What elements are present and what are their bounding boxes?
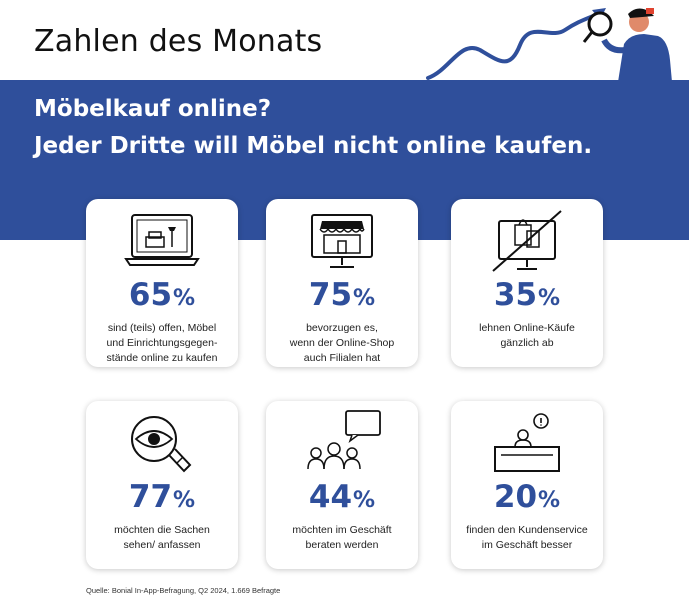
stat-description: möchten die Sachen sehen/ anfassen <box>114 524 210 551</box>
stat-card-customer-service: 20% finden den Kundenservice im Geschäft … <box>451 401 603 569</box>
page-title: Zahlen des Monats <box>34 24 323 59</box>
stat-description: finden den Kundenservice im Geschäft bess… <box>466 524 588 551</box>
stat-card-see-touch: 77% möchten die Sachen sehen/ anfassen <box>86 401 238 569</box>
headline-line-1: Möbelkauf online? <box>34 96 272 122</box>
eye-magnifier-icon <box>131 416 192 473</box>
stat-description: sind (teils) offen, Möbel und Einrichtung… <box>106 322 218 364</box>
consultation-group-icon <box>307 410 381 470</box>
growth-person-illustration-icon <box>426 8 672 82</box>
stat-card-reject-online: 35% lehnen Online-Käufe gänzlich ab <box>451 199 603 367</box>
online-shop-monitor-icon <box>311 214 373 268</box>
stat-card-shop-with-stores: 75% bevorzugen es, wenn der Online-Shop au… <box>266 199 418 367</box>
laptop-furniture-icon <box>124 214 200 266</box>
service-desk-icon <box>494 413 560 472</box>
source-note: Quelle: Bonial In-App-Befragung, Q2 2024… <box>86 586 281 595</box>
stat-value: 44% <box>308 479 376 515</box>
stat-value: 20% <box>493 479 561 515</box>
stat-description: lehnen Online-Käufe gänzlich ab <box>479 322 575 349</box>
stat-description: möchten im Geschäft beraten werden <box>292 524 392 551</box>
headline-line-2: Jeder Dritte will Möbel nicht online kau… <box>34 133 593 159</box>
stat-value: 35% <box>493 277 561 313</box>
stat-value: 65% <box>128 277 196 313</box>
stat-value: 77% <box>128 479 196 515</box>
stat-card-furniture-online: 65% sind (teils) offen, Möbel und Einrich… <box>86 199 238 367</box>
no-online-shopping-icon <box>492 210 562 272</box>
stat-value: 75% <box>308 277 376 313</box>
stat-description: bevorzugen es, wenn der Online-Shop auch F… <box>289 322 395 364</box>
stat-card-consultation: 44% möchten im Geschäft beraten werden <box>266 401 418 569</box>
